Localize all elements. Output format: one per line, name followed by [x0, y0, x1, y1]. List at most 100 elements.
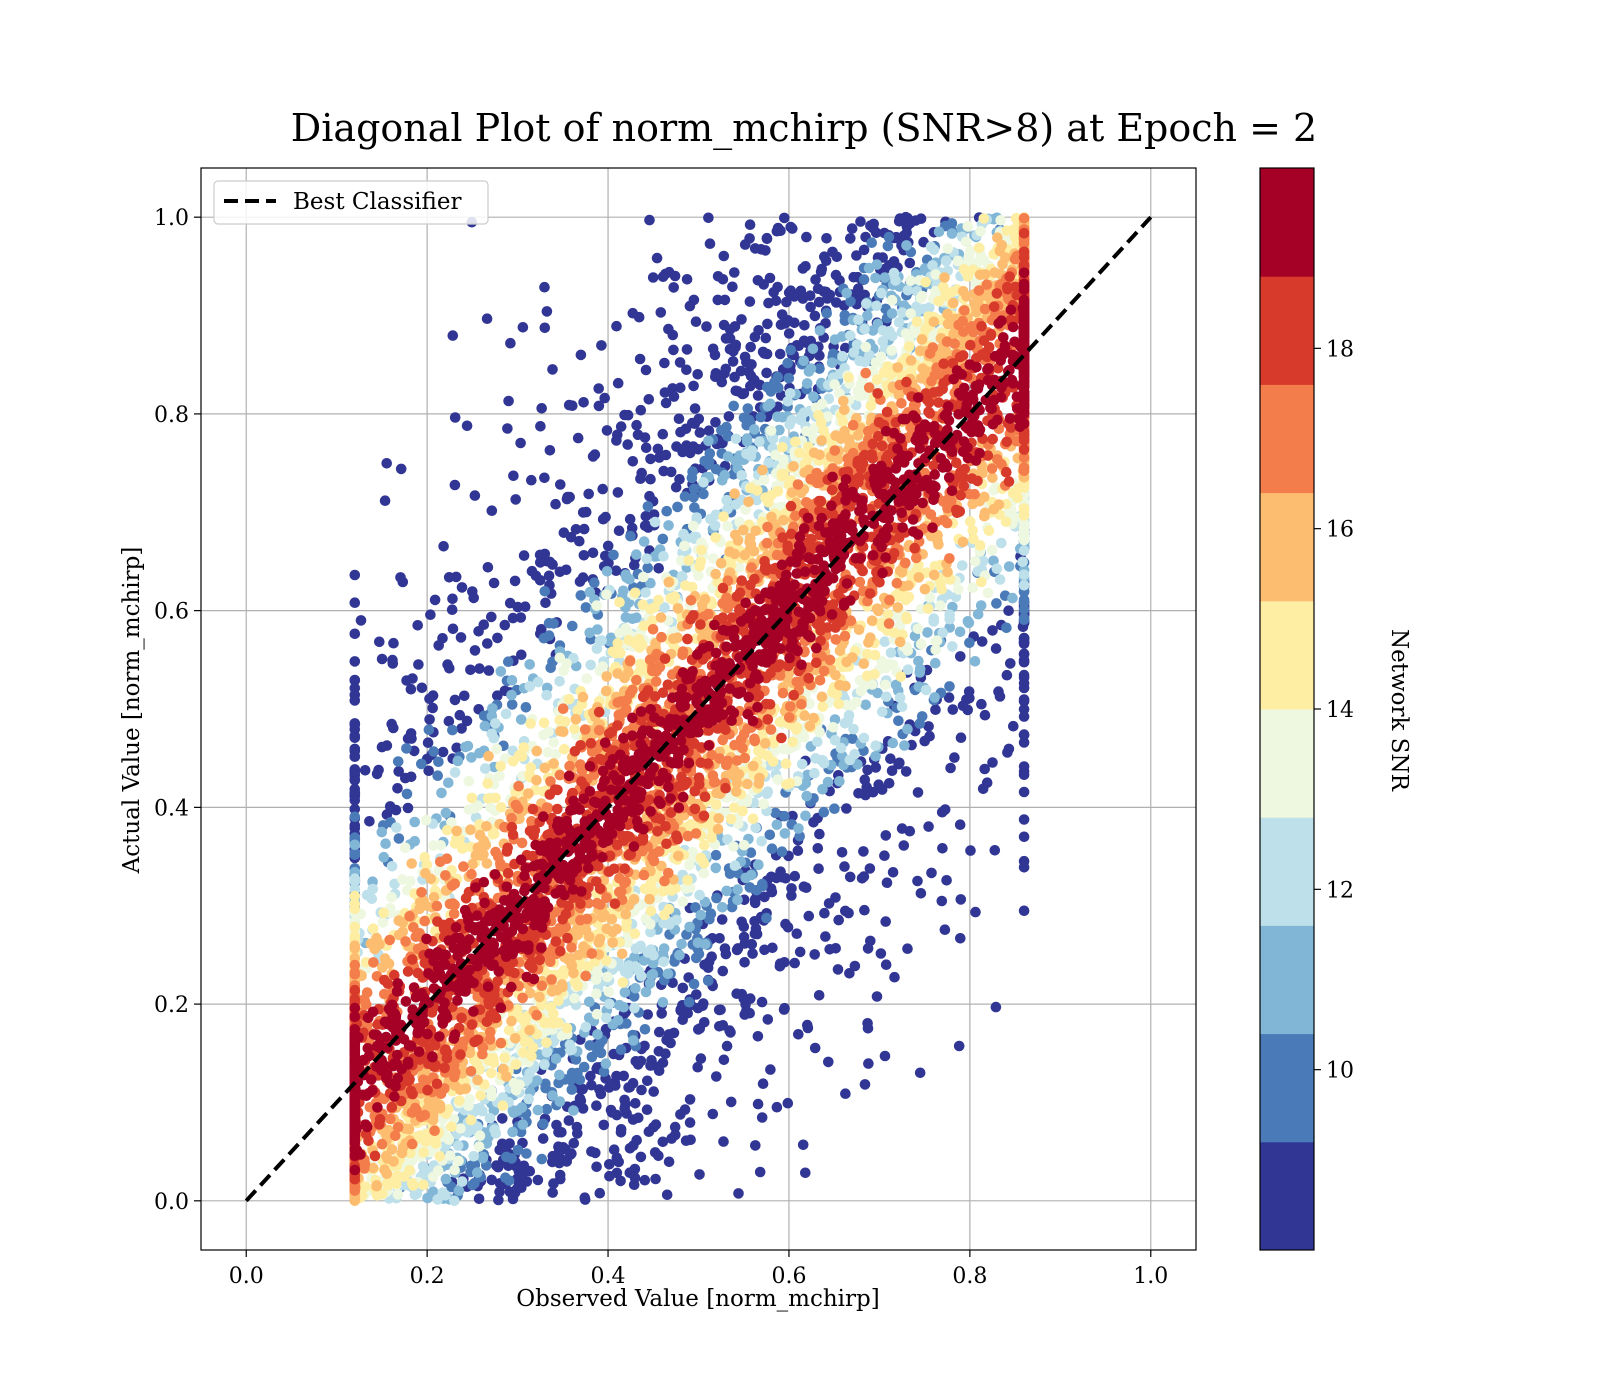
scatter-point [416, 682, 428, 694]
scatter-point [591, 1100, 602, 1111]
scatter-point [901, 611, 912, 623]
scatter-point [744, 296, 756, 307]
scatter-point [727, 281, 738, 293]
scatter-point [647, 272, 659, 283]
scatter-point [880, 830, 892, 841]
scatter-point [420, 814, 432, 826]
scatter-point [599, 392, 610, 404]
scatter-point [756, 996, 768, 1008]
scatter-point [892, 602, 904, 613]
scatter-point [437, 633, 448, 644]
scatter-point [926, 867, 937, 879]
scatter-point [517, 1119, 529, 1130]
scatter-point [638, 571, 649, 583]
scatter-point [620, 922, 632, 933]
scatter-point [783, 328, 795, 339]
scatter-point [726, 901, 738, 913]
scatter-point [707, 343, 719, 355]
scatter-point [854, 355, 865, 367]
scatter-point [449, 694, 461, 706]
scatter-point [496, 802, 507, 813]
scatter-point [442, 824, 453, 836]
scatter-point [594, 933, 606, 945]
scatter-point [454, 1095, 465, 1106]
scatter-point [860, 341, 872, 353]
scatter-point [773, 382, 784, 394]
scatter-point [858, 274, 870, 285]
scatter-point [493, 1194, 504, 1206]
scatter-point [801, 378, 813, 389]
scatter-point [716, 914, 728, 925]
scatter-point [846, 223, 858, 234]
scatter-point [565, 1045, 576, 1056]
scatter-point [717, 902, 728, 913]
scatter-point [456, 1176, 468, 1187]
scatter-point [349, 791, 361, 802]
scatter-point [916, 334, 928, 345]
scatter-point [827, 246, 838, 258]
scatter-point [413, 659, 424, 670]
scatter-point [714, 1021, 725, 1032]
scatter-point [403, 1123, 415, 1135]
scatter-point [690, 316, 702, 328]
scatter-point [800, 1167, 811, 1179]
scatter-point [601, 566, 613, 577]
scatter-point [619, 672, 630, 684]
scatter-point [789, 870, 801, 882]
scatter-point [914, 1067, 926, 1079]
scatter-point [517, 1169, 528, 1181]
scatter-point [605, 1104, 617, 1116]
scatter-point [482, 562, 494, 573]
scatter-point [744, 233, 755, 244]
scatter-point [920, 684, 932, 696]
scatter-point [793, 823, 804, 834]
scatter-point [451, 825, 463, 837]
scatter-point [692, 369, 703, 380]
scatter-point [600, 685, 612, 697]
scatter-point [855, 216, 866, 227]
scatter-point [386, 718, 398, 730]
scatter-point [670, 1129, 681, 1141]
scatter-point [591, 1008, 603, 1020]
scatter-point [777, 442, 788, 453]
scatter-point [676, 938, 687, 950]
scatter-point [724, 1025, 735, 1036]
scatter-point [862, 310, 873, 322]
scatter-point [757, 878, 768, 890]
scatter-point [813, 863, 824, 874]
scatter-point [393, 766, 405, 777]
scatter-point [813, 410, 824, 421]
scatter-point [841, 287, 852, 299]
scatter-point [594, 1187, 606, 1199]
scatter-point [512, 601, 524, 613]
scatter-point [612, 638, 624, 649]
scatter-point [711, 892, 722, 904]
scatter-point [478, 619, 490, 630]
scatter-point [753, 325, 764, 336]
scatter-point [756, 835, 767, 847]
scatter-point [814, 828, 825, 840]
scatter-point [668, 282, 679, 293]
scatter-point [927, 260, 938, 271]
scatter-point [1007, 592, 1018, 604]
scatter-point [349, 656, 361, 667]
scatter-point [665, 466, 677, 478]
scatter-point [754, 1166, 766, 1178]
scatter-point [894, 213, 906, 224]
scatter-point [591, 600, 602, 611]
scatter-point [602, 540, 614, 552]
scatter-point [738, 993, 750, 1004]
scatter-point [1018, 694, 1030, 705]
scatter-point [759, 348, 770, 359]
scatter-point [376, 653, 388, 665]
scatter-point [688, 491, 699, 503]
scatter-point [994, 691, 1006, 702]
scatter-point [691, 989, 702, 1000]
scatter-point [584, 931, 595, 942]
scatter-point [586, 1146, 597, 1157]
scatter-point [748, 760, 759, 772]
scatter-point [629, 1172, 641, 1183]
scatter-point [575, 590, 587, 601]
scatter-point [919, 583, 931, 595]
scatter-point [578, 397, 589, 408]
